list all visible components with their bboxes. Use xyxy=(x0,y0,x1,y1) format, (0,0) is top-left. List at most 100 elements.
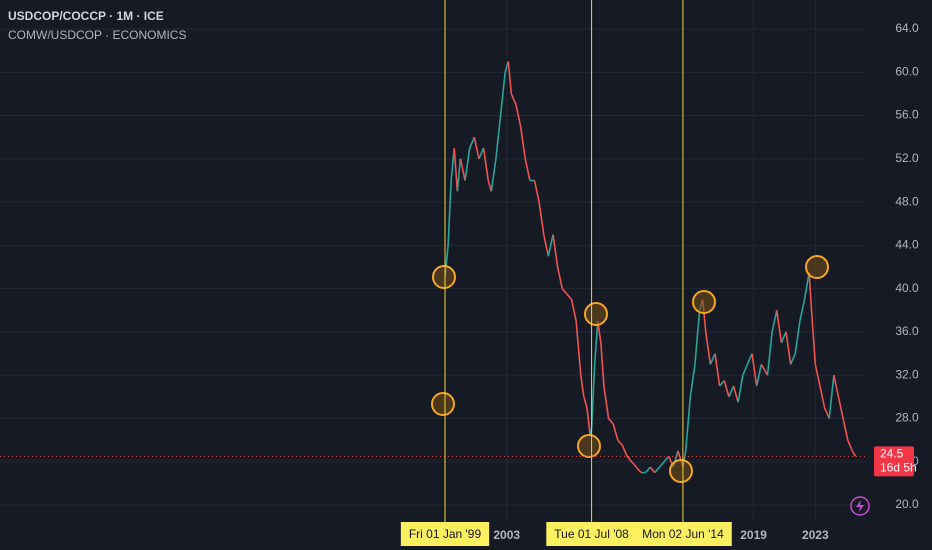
price-segment xyxy=(482,147,489,181)
price-segment xyxy=(658,461,665,468)
price-segment xyxy=(851,450,857,457)
price-segment xyxy=(833,375,840,397)
price-segment xyxy=(709,353,716,365)
last-price-box xyxy=(874,446,914,477)
highlight-circle xyxy=(805,255,829,279)
price-segment xyxy=(842,418,849,441)
marker-label-box xyxy=(546,522,637,546)
price-segment xyxy=(561,288,568,295)
marker-label: Tue 01 Jul '08 xyxy=(554,527,629,541)
price-segment xyxy=(684,396,692,451)
price-segment xyxy=(694,310,701,365)
price-segment xyxy=(755,364,763,387)
price-segment xyxy=(837,396,844,419)
price-segment xyxy=(490,158,497,192)
lightning-bolt[interactable] xyxy=(856,500,864,512)
highlight-circle xyxy=(431,392,455,416)
y-tick-label: 40.0 xyxy=(895,281,919,295)
y-tick-label: 32.0 xyxy=(895,367,919,381)
price-segment xyxy=(846,439,854,452)
highlight-circle xyxy=(577,434,601,458)
price-segment xyxy=(533,180,540,203)
y-tick-label: 36.0 xyxy=(895,324,919,338)
grid xyxy=(0,0,866,520)
price-segment xyxy=(510,93,517,106)
price-segment xyxy=(617,439,624,447)
countdown-label: 16d 5h xyxy=(880,460,917,474)
price-segment xyxy=(771,310,778,333)
price-segment xyxy=(819,385,826,408)
price-segment xyxy=(789,353,796,365)
y-tick-label: 64.0 xyxy=(895,21,919,35)
price-segment xyxy=(519,126,527,159)
price-segment xyxy=(456,158,462,192)
price-segment xyxy=(603,385,610,419)
price-segment xyxy=(583,396,588,408)
price-segment xyxy=(447,180,452,246)
price-segment xyxy=(760,363,769,376)
highlight-circle xyxy=(432,265,456,289)
price-segment xyxy=(547,234,554,257)
price-segment xyxy=(728,385,735,398)
price-segment xyxy=(575,321,582,376)
highlight-circle xyxy=(584,302,608,326)
price-segment xyxy=(468,136,476,149)
price-segment xyxy=(689,364,696,397)
price-segment xyxy=(775,310,783,343)
chart-subtitle: COMW/USDCOP · ECONOMICS xyxy=(8,28,186,42)
price-segment xyxy=(556,266,564,289)
y-tick-label: 60.0 xyxy=(895,64,919,78)
price-segment xyxy=(586,407,591,435)
plot xyxy=(444,61,857,474)
price-segment xyxy=(808,272,814,322)
annotations xyxy=(431,255,829,483)
price-segment xyxy=(631,461,637,468)
price-segment xyxy=(464,147,471,181)
y-tick-label: 28.0 xyxy=(895,411,919,425)
price-segment xyxy=(780,331,787,344)
price-segment xyxy=(635,466,642,474)
price-segment xyxy=(814,364,821,387)
price-segment xyxy=(542,234,550,257)
price-segment xyxy=(507,61,513,94)
price-segment xyxy=(732,385,739,403)
price-segment xyxy=(811,321,817,365)
chart-title: USDCOP/COCCP · 1M · ICE xyxy=(8,9,164,23)
price-segment xyxy=(570,299,577,322)
highlight-circle xyxy=(692,290,716,314)
y-tick-label: 56.0 xyxy=(895,108,919,122)
price-segment xyxy=(719,380,725,387)
price-segment xyxy=(785,331,792,365)
price-segment xyxy=(649,466,656,474)
price-segment xyxy=(607,417,614,425)
price-segment xyxy=(803,272,810,300)
price-segment xyxy=(626,455,633,463)
price-segment xyxy=(453,147,459,192)
price-segment xyxy=(450,147,456,181)
price-segment xyxy=(828,375,835,419)
price-segment xyxy=(590,364,596,430)
price-segment xyxy=(566,293,573,300)
price-segment xyxy=(704,331,712,365)
price-segment xyxy=(737,375,744,403)
price-segment xyxy=(714,353,721,387)
price-segment xyxy=(552,234,559,268)
marker-label-box xyxy=(400,522,490,546)
price-segment xyxy=(799,299,806,322)
price-segment xyxy=(766,331,773,376)
x-tick-label: 2019 xyxy=(740,528,767,542)
lightning-icon[interactable] xyxy=(850,496,870,516)
price-segment xyxy=(579,375,585,397)
price-segment xyxy=(621,445,628,457)
y-tick-label: 20.0 xyxy=(895,497,919,511)
highlight-circle xyxy=(669,459,693,483)
price-segment xyxy=(663,455,670,463)
price-segment xyxy=(794,320,801,354)
marker-label-box xyxy=(634,522,732,546)
marker-label: Fri 01 Jan '99 xyxy=(409,527,482,541)
x-tick-label: 2003 xyxy=(493,528,520,542)
y-tick-label: 44.0 xyxy=(895,238,919,252)
price-segment xyxy=(478,147,485,160)
lightning-circle[interactable] xyxy=(850,496,870,516)
